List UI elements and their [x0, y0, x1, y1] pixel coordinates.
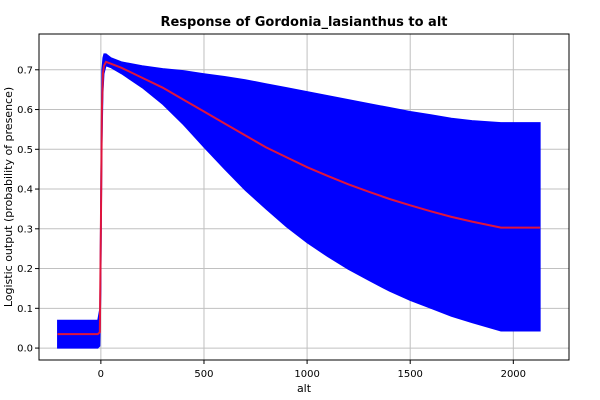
y-tick-label: 0.5 [17, 145, 33, 156]
y-tick-label: 0.4 [17, 185, 33, 196]
y-tick-label: 0.3 [17, 224, 33, 235]
x-axis-label: alt [297, 382, 312, 395]
x-tick-label: 1000 [294, 369, 319, 380]
y-tick-label: 0.6 [17, 105, 33, 116]
y-axis-label: Logistic output (probability of presence… [2, 87, 15, 307]
x-tick-label: 1500 [397, 369, 422, 380]
y-tick-label: 0.0 [17, 344, 33, 355]
x-tick-label: 500 [194, 369, 213, 380]
y-tick-label: 0.7 [17, 65, 33, 76]
confidence-band [57, 53, 541, 349]
chart-title: Response of Gordonia_lasianthus to alt [160, 15, 447, 30]
x-tick-label: 2000 [501, 369, 526, 380]
mean-response-line [57, 60, 541, 336]
y-tick-label: 0.1 [17, 304, 33, 315]
y-tick-label: 0.2 [17, 264, 33, 275]
axes: 0 500 1000 1500 2000 0.0 0.1 0.2 0.3 0.4 0.5 0.6 0.7 [17, 65, 526, 380]
plot-frame [38, 33, 570, 361]
x-tick-label: 0 [98, 369, 104, 380]
